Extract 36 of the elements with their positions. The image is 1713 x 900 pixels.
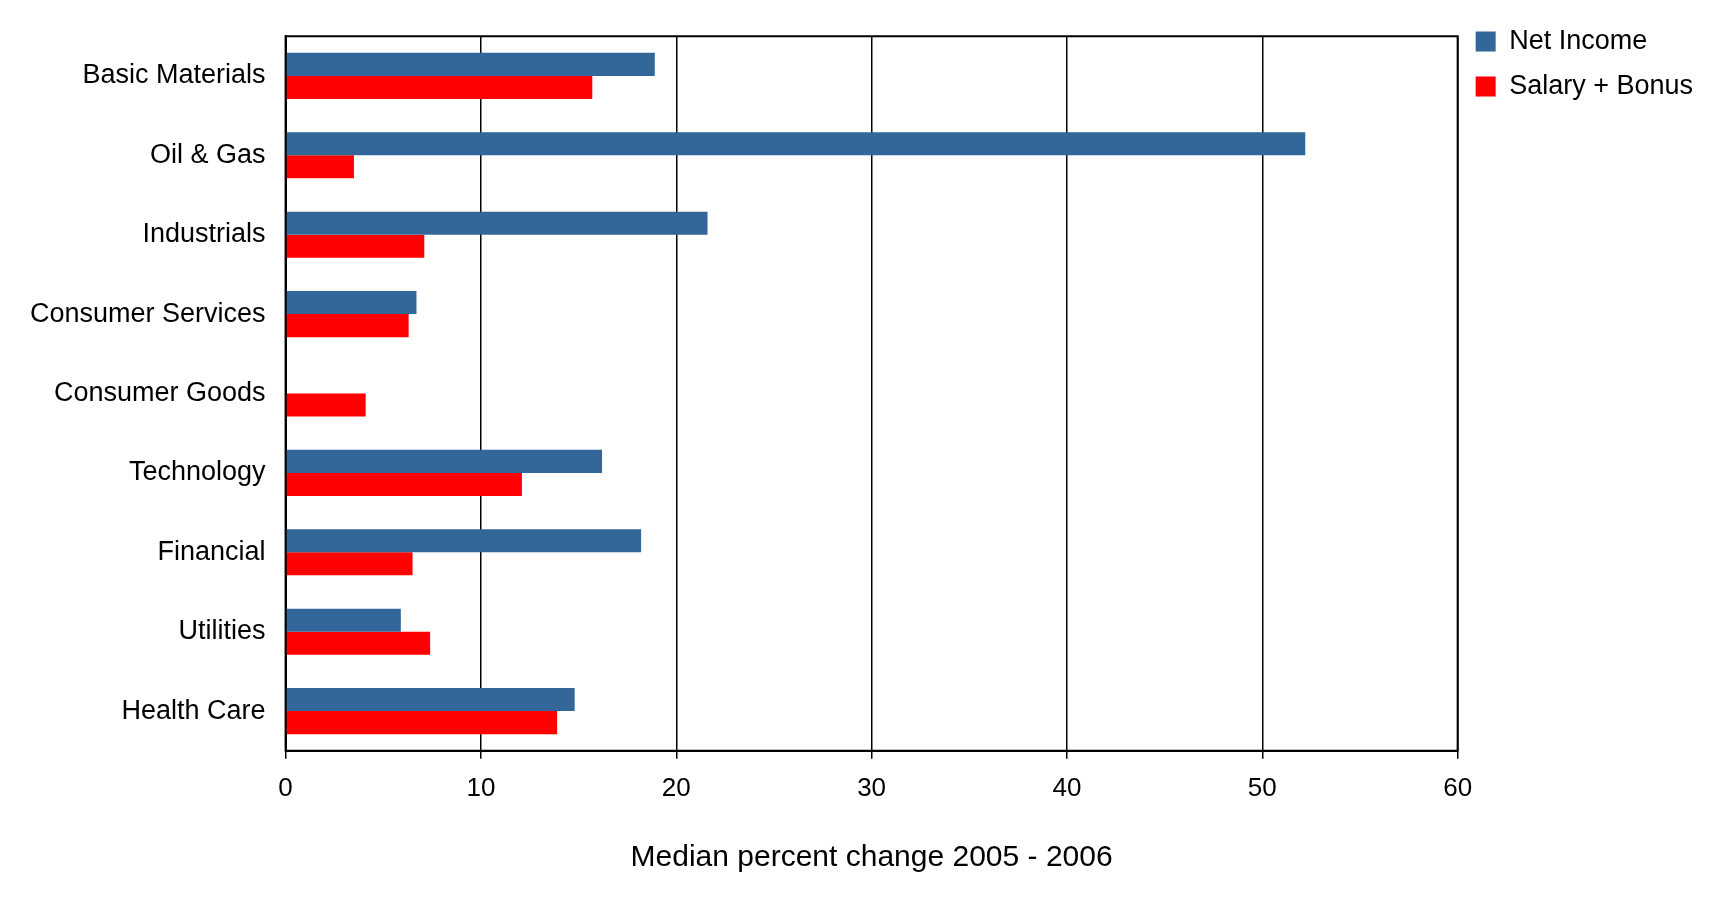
x-tick-label: 40 <box>1052 771 1082 802</box>
y-tick-label: Consumer Services <box>30 297 266 328</box>
bar <box>286 608 401 632</box>
bar <box>286 393 366 417</box>
x-tick-label: 30 <box>857 771 887 802</box>
bar <box>286 52 655 76</box>
bar <box>286 234 425 258</box>
bar <box>286 132 1306 156</box>
bar <box>286 688 575 712</box>
x-tick-label: 20 <box>661 771 691 802</box>
bar <box>286 75 593 99</box>
y-tick-label: Industrials <box>142 218 266 249</box>
legend-label: Net Income <box>1509 24 1648 55</box>
legend-label: Salary + Bonus <box>1509 69 1693 100</box>
bar <box>286 449 603 473</box>
bar <box>286 529 642 553</box>
y-tick-label: Consumer Goods <box>53 376 266 407</box>
bar <box>286 631 431 655</box>
bar <box>286 472 522 496</box>
y-tick-label: Health Care <box>121 694 266 725</box>
bar <box>286 155 354 179</box>
y-tick-label: Oil & Gas <box>150 138 266 169</box>
bar <box>286 552 413 576</box>
bar <box>286 711 558 735</box>
x-tick-label: 50 <box>1247 771 1277 802</box>
x-tick-label: 0 <box>278 771 293 802</box>
bar <box>286 314 409 338</box>
x-axis-title: Median percent change 2005 - 2006 <box>630 839 1113 873</box>
y-tick-label: Financial <box>157 535 266 566</box>
y-tick-label: Utilities <box>178 615 266 646</box>
y-tick-label: Basic Materials <box>82 59 266 90</box>
bar <box>286 291 417 315</box>
y-tick-label: Technology <box>128 456 267 487</box>
x-tick-label: 60 <box>1443 771 1473 802</box>
x-tick-label: 10 <box>466 771 496 802</box>
bar <box>286 211 708 235</box>
